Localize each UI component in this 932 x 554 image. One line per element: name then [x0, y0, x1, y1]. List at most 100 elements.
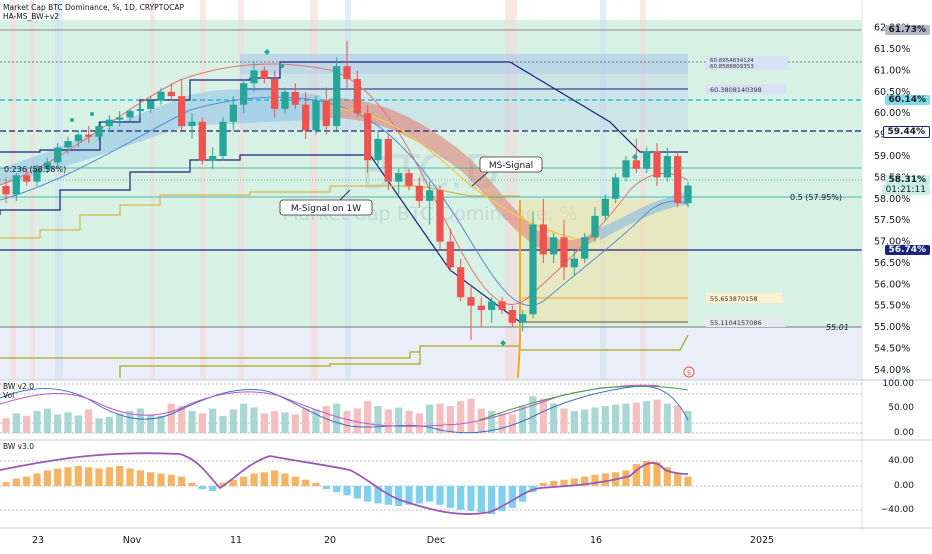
m-signal-label: M-Signal on 1W [291, 204, 361, 214]
ms-signal-pointer [471, 171, 489, 187]
candle-body-51 [529, 224, 537, 315]
candle-body-21 [219, 121, 227, 157]
bw3-bar-1 [12, 478, 20, 486]
bw3-bar-55 [570, 478, 578, 486]
level-60-38-label: 60.3808140398 [710, 86, 762, 94]
ms-signal-label: MS-Signal [489, 161, 533, 171]
y-tick-12: 56.00% [874, 279, 910, 290]
fib-mid-label: 0.5 (57.95%) [790, 193, 842, 202]
box-upper-2-label: 60.8588809353 [710, 64, 754, 70]
olive-step-upper [0, 185, 520, 239]
candle-body-7 [74, 134, 82, 142]
bw3-bar-25 [260, 472, 268, 486]
bw-panel-title: BW v2.0 [3, 382, 35, 391]
bw-bar-20 [209, 408, 217, 433]
candle-body-23 [240, 83, 248, 105]
bw3-bar-22 [229, 479, 237, 486]
bw3-bar-52 [539, 482, 547, 486]
bw-bar-2 [23, 415, 31, 433]
candle-body-31 [322, 100, 330, 127]
y-tick-2: 61.00% [874, 65, 910, 76]
bw3-bar-16 [167, 474, 175, 486]
bw3-bar-5 [54, 468, 62, 486]
bw3-bar-64 [663, 467, 671, 486]
bw-bar-65 [674, 406, 682, 433]
bw3-bar-18 [188, 482, 196, 486]
bw3-bar-57 [591, 474, 599, 486]
y-tick-8: 58.00% [874, 194, 910, 205]
y-tick-6: 59.00% [874, 151, 910, 162]
bw3-bar-20 [209, 486, 217, 491]
bw-panel-sub: Vol [3, 391, 15, 400]
bw-bar-31 [322, 406, 330, 433]
bw3-bar-15 [157, 473, 165, 486]
y-tick-11: 56.50% [874, 258, 910, 269]
bw3-bar-53 [550, 481, 558, 486]
bw3-bar-47 [488, 486, 496, 515]
bw-bar-6 [64, 412, 72, 433]
bw3-bar-27 [281, 473, 289, 486]
bw3-bar-9 [95, 468, 103, 486]
candles [2, 40, 692, 340]
bw3-bar-11 [116, 466, 124, 486]
bw-bar-55 [570, 410, 578, 433]
bw-bar-57 [591, 407, 599, 433]
bw3-bar-60 [622, 470, 630, 486]
bw3-bar-30 [312, 482, 320, 486]
bw-bar-15 [157, 415, 165, 433]
marker-dot-1 [70, 118, 74, 122]
candle-body-40 [415, 185, 423, 201]
candle-body-54 [560, 237, 568, 268]
candle-body-13 [136, 108, 144, 112]
bw3-bar-66 [684, 476, 692, 486]
bw-bar-18 [188, 410, 196, 433]
bw3-bar-48 [498, 486, 506, 511]
bw3-bar-35 [364, 486, 372, 502]
upper-resistance-box [240, 54, 688, 74]
bw3-bar-4 [43, 470, 51, 486]
price-label-current: 58.31% [884, 175, 930, 185]
bg-stripe-3 [150, 0, 155, 380]
candle-body-1 [12, 175, 20, 195]
bw-bar-3 [33, 410, 41, 433]
bw3-histogram [2, 461, 692, 515]
candle-body-38 [395, 173, 403, 182]
candle-body-0 [2, 185, 10, 195]
marker-dot-3 [280, 64, 284, 68]
candle-body-20 [209, 156, 217, 161]
bw-bar-33 [343, 410, 351, 433]
m-signal-box [279, 199, 373, 216]
bw3-bar-54 [560, 479, 568, 486]
bw3-panel[interactable] [0, 452, 862, 515]
event-marker[interactable] [683, 366, 695, 378]
bw-bar-9 [95, 418, 103, 433]
candle-body-65 [674, 156, 682, 204]
bw-bar-10 [105, 416, 113, 433]
bw-bar-28 [291, 414, 299, 433]
bw-panel[interactable] [0, 383, 862, 434]
candle-body-61 [632, 160, 640, 169]
candle-body-17 [178, 96, 186, 127]
bw3-bar-62 [643, 461, 651, 486]
level-55-65-tag [706, 293, 782, 303]
level-55-11-tag [706, 317, 786, 327]
bg-stripe-1 [30, 0, 35, 380]
bw3-bar-21 [219, 482, 227, 486]
candle-body-5 [54, 147, 62, 163]
level-55-11-label: 55.1104157086 [710, 319, 762, 327]
bw3-bar-42 [436, 486, 444, 505]
bw-bar-19 [198, 413, 206, 433]
candle-body-64 [663, 156, 671, 178]
bw3-purple-line [0, 452, 689, 515]
bw3-bar-17 [178, 476, 186, 486]
bw3-bar-49 [508, 486, 516, 508]
level-60-38-tag [706, 84, 786, 94]
candle-body-41 [426, 190, 434, 201]
marker-up-2 [334, 70, 340, 76]
lower-zone-bg [0, 328, 862, 380]
marker-down-2 [632, 154, 638, 160]
y-tick-16: 54.00% [874, 365, 910, 376]
candle-body-2 [23, 175, 31, 182]
